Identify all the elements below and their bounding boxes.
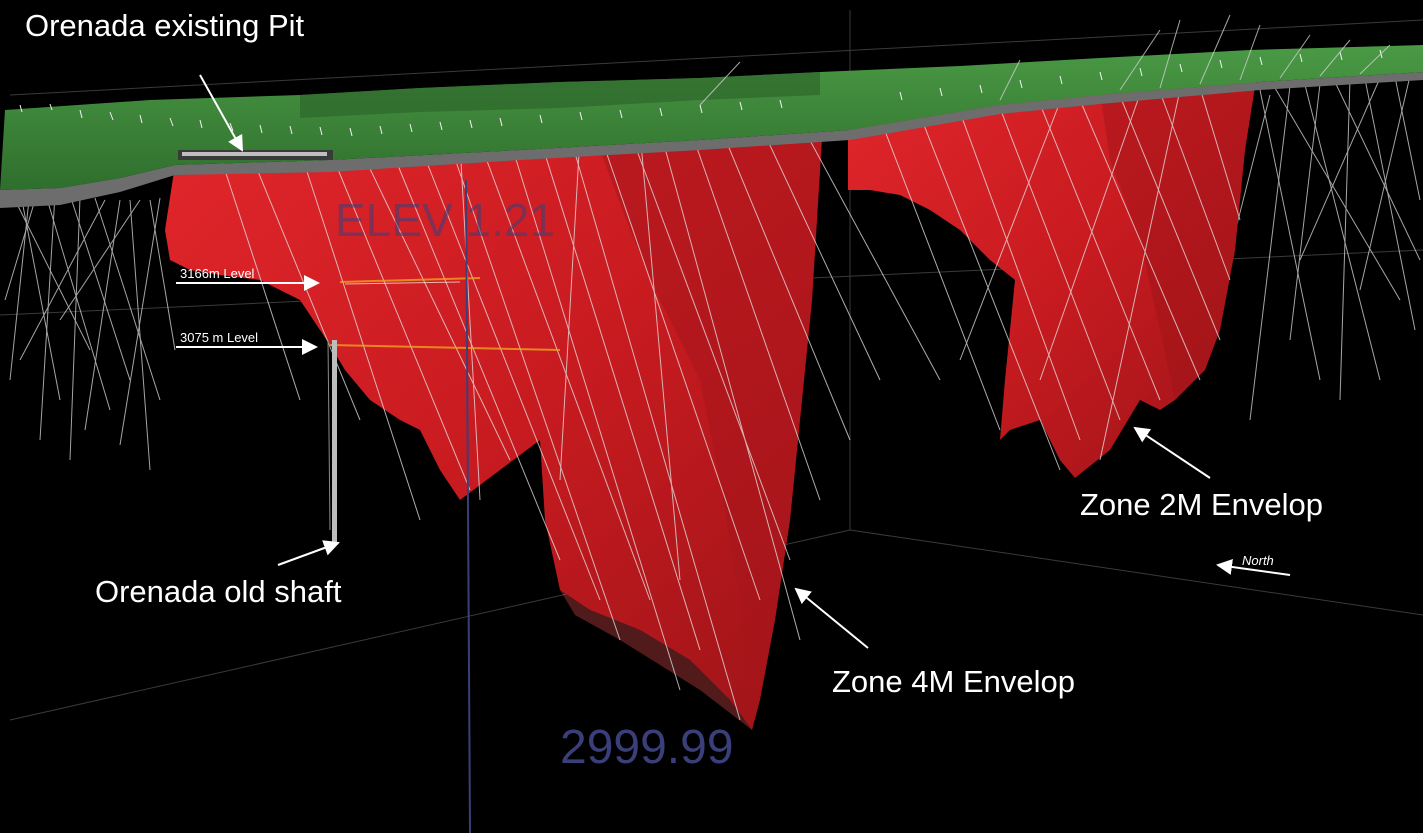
pit-label: Orenada existing Pit (25, 8, 305, 43)
arrow-icon (277, 540, 340, 566)
surface-terrain (0, 45, 1423, 190)
drillholes-right (1209, 75, 1421, 421)
drillholes-above (699, 14, 1391, 106)
zone-2m-shade (1100, 80, 1256, 400)
elev-value: 2999.99 (560, 721, 734, 774)
drillholes-left (4, 189, 176, 471)
level-3166-label: 3166m Level (180, 266, 255, 281)
arrow-icon (199, 74, 243, 152)
existing-pit (178, 150, 333, 160)
label-arrows (176, 74, 1291, 649)
drill-collars (19, 49, 1383, 137)
elev-axis (465, 179, 471, 833)
surface-edge (0, 72, 1423, 208)
zone-4m-shade (600, 138, 822, 730)
level-3075-label: 3075 m Level (180, 330, 259, 345)
elev-label: ELEV 1.21 (335, 194, 555, 246)
orenada-old-shaft (327, 339, 337, 545)
north-label: North (1242, 553, 1274, 568)
drillholes-center (219, 87, 1241, 721)
shaft-label: Orenada old shaft (95, 574, 342, 609)
level-traces (329, 277, 561, 351)
zone-4m-label: Zone 4M Envelop (832, 664, 1075, 699)
zone-2m-label: Zone 2M Envelop (1080, 487, 1323, 522)
surface-ridge (300, 72, 820, 118)
zone-4m-highlight (560, 590, 752, 730)
north-arrow-icon (1216, 559, 1291, 576)
arrow-icon (1133, 426, 1211, 479)
arrow-icon (794, 587, 869, 649)
